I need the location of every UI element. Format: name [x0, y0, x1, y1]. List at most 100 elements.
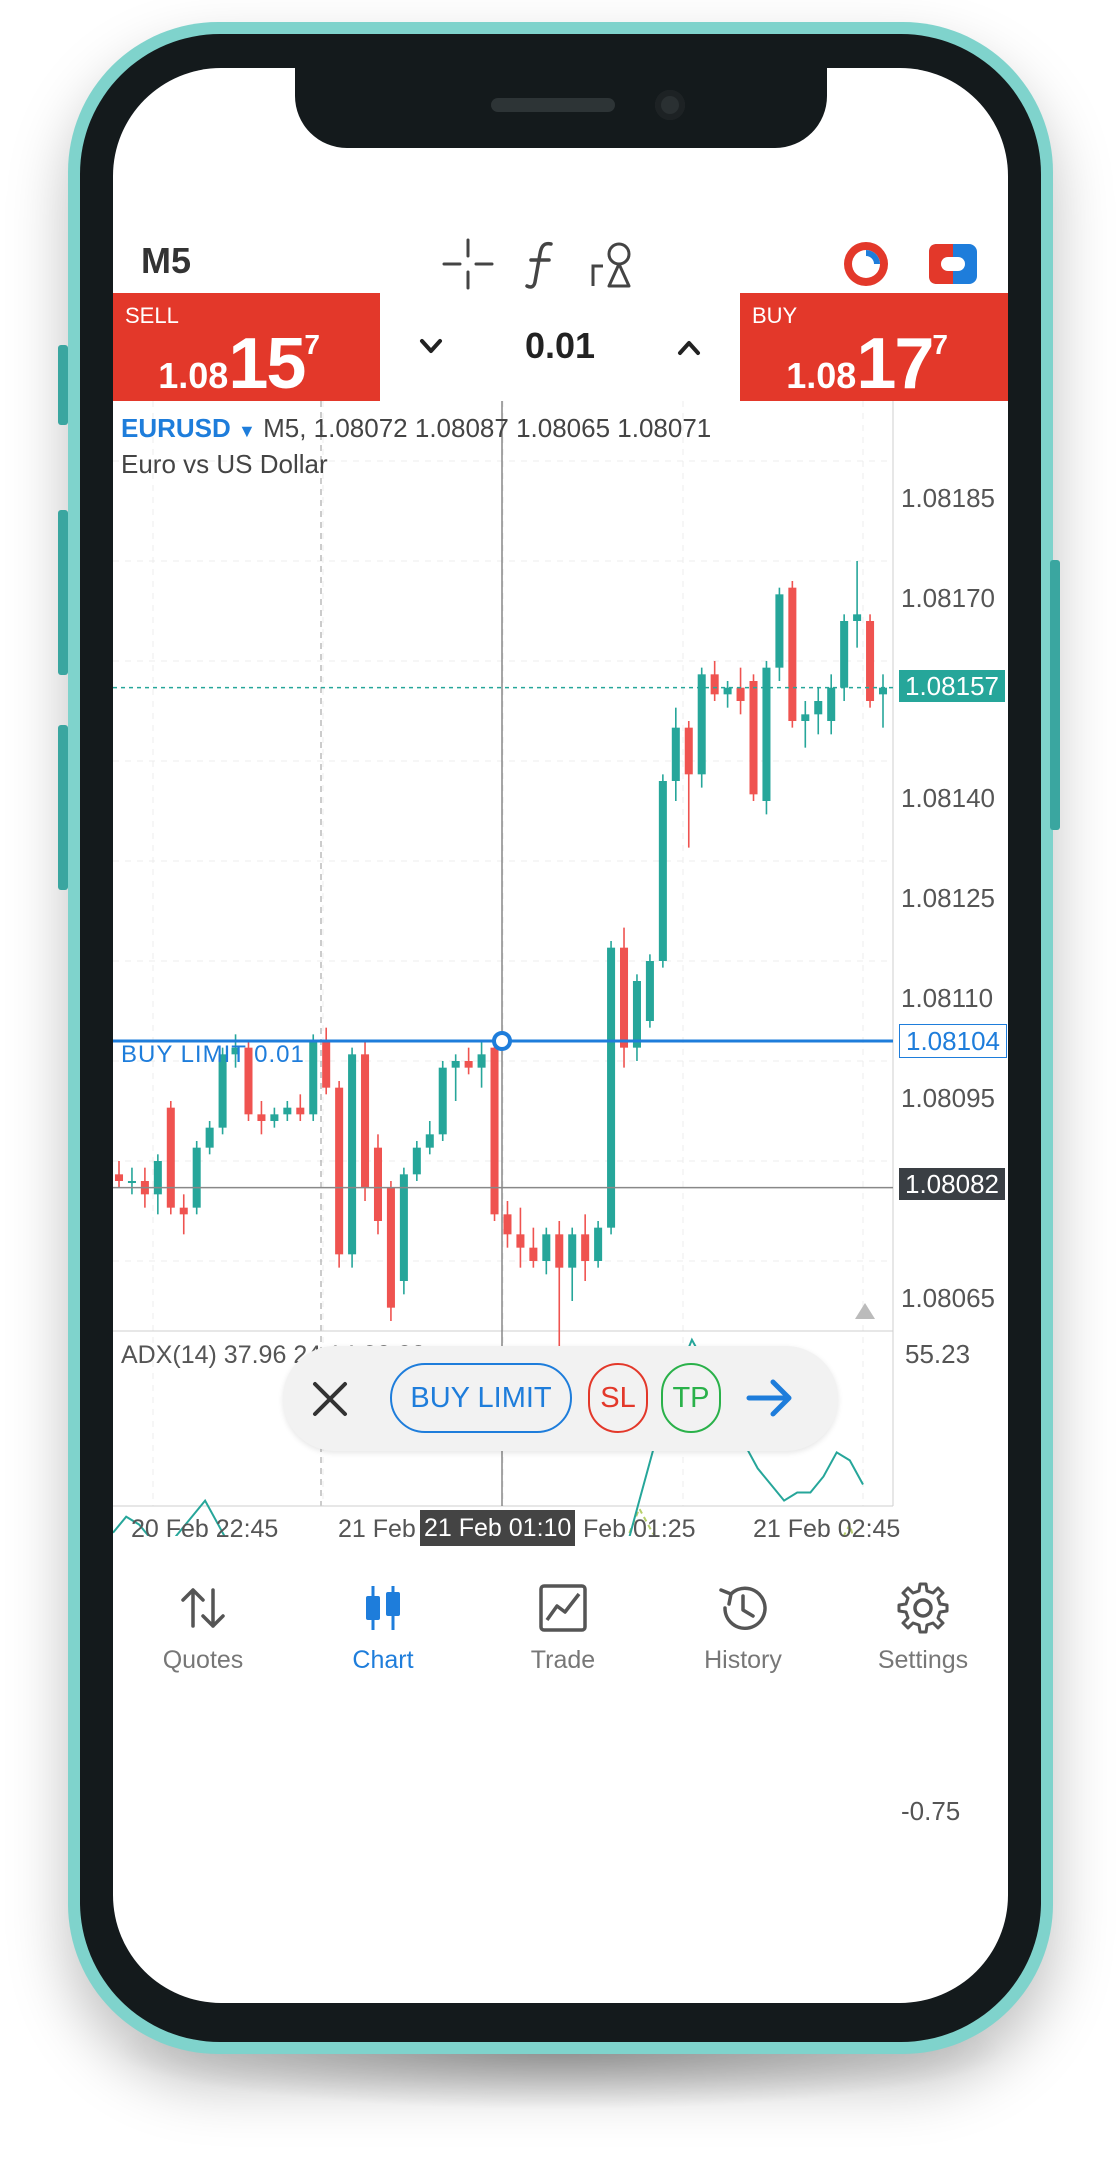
- tab-label: History: [704, 1646, 782, 1674]
- tab-chart[interactable]: Chart: [293, 1578, 473, 1675]
- candle-body: [697, 674, 706, 775]
- history-icon: [719, 1586, 767, 1630]
- candle-body: [477, 1054, 486, 1068]
- mute-switch: [58, 345, 68, 425]
- objects-icon[interactable]: [585, 234, 645, 294]
- take-profit-button[interactable]: TP: [661, 1363, 721, 1433]
- ohlc-info: M5, 1.08072 1.08087 1.08065 1.08071: [263, 413, 712, 443]
- candle-body: [555, 1234, 564, 1268]
- candle-body: [361, 1054, 370, 1188]
- tab-settings[interactable]: Settings: [833, 1578, 1008, 1675]
- candle-body: [244, 1047, 253, 1115]
- candle-body: [878, 687, 888, 695]
- symbol-dropdown-icon: ▼: [238, 421, 256, 441]
- candle-body: [127, 1181, 136, 1183]
- one-click-trading-icon[interactable]: [836, 234, 896, 294]
- notch: [295, 68, 827, 148]
- crosshair-time-tag: 21 Feb 01:10: [420, 1510, 576, 1546]
- lot-decrease-icon[interactable]: [418, 337, 444, 357]
- candle-body: [425, 1134, 434, 1148]
- sell-button[interactable]: SELL 1.08157: [113, 293, 380, 404]
- bottom-tab-bar: Quotes Chart Trade History: [113, 1578, 1008, 1708]
- crosshair-icon[interactable]: [438, 234, 498, 294]
- candle-body: [464, 1061, 473, 1068]
- candle-body: [516, 1234, 525, 1248]
- candle-body: [309, 1041, 318, 1115]
- close-icon[interactable]: [305, 1374, 355, 1424]
- buy-limit-handle[interactable]: [492, 1031, 512, 1051]
- candle-body: [736, 687, 745, 701]
- candle-body: [762, 667, 771, 801]
- candle-body: [283, 1107, 292, 1115]
- candle-body: [257, 1114, 266, 1121]
- lot-increase-icon[interactable]: [676, 337, 702, 357]
- candle-body: [412, 1147, 421, 1175]
- chart-candles-icon: [366, 1586, 400, 1630]
- candle-body: [348, 1054, 357, 1255]
- time-label: 21 Feb: [338, 1515, 416, 1543]
- buy-limit-button[interactable]: BUY LIMIT: [390, 1363, 572, 1433]
- buy-limit-price-tag[interactable]: 1.08104: [899, 1024, 1007, 1058]
- price-chart[interactable]: EURUSD ▼ M5, 1.08072 1.08087 1.08065 1.0…: [113, 401, 1008, 1826]
- candle-body: [542, 1234, 551, 1261]
- tab-label: Trade: [530, 1646, 596, 1674]
- front-camera: [655, 90, 685, 120]
- buy-limit-line-label[interactable]: BUY LIMIT 0.01: [121, 1041, 305, 1068]
- tab-trade[interactable]: Trade: [473, 1578, 653, 1675]
- candle-body: [399, 1174, 408, 1281]
- price-label: 1.08065: [901, 1283, 995, 1313]
- candle-body: [114, 1174, 124, 1181]
- timeframe-button[interactable]: M5: [141, 240, 192, 281]
- price-label: 1.08095: [901, 1083, 995, 1113]
- candle-body: [386, 1187, 395, 1308]
- trade-toggle-icon[interactable]: [923, 234, 983, 294]
- candle-body: [594, 1227, 603, 1261]
- crosshair-price-tag: 1.08082: [899, 1168, 1005, 1200]
- volume-down-button: [58, 725, 68, 890]
- tab-quotes[interactable]: Quotes: [113, 1578, 293, 1675]
- volume-up-button: [58, 510, 68, 675]
- candle-body: [270, 1114, 279, 1121]
- candle-body: [788, 587, 797, 721]
- chart-shift-marker: [855, 1303, 875, 1319]
- candle-body: [438, 1067, 447, 1135]
- symbol-description: Euro vs US Dollar: [121, 449, 328, 479]
- power-button: [1050, 560, 1060, 830]
- time-label: 21 Feb 02:45: [753, 1515, 901, 1543]
- candle-body: [153, 1161, 162, 1195]
- candle-body: [179, 1207, 188, 1215]
- candle-body: [231, 1047, 240, 1055]
- buy-price: 1.08177: [786, 324, 948, 404]
- stop-loss-button[interactable]: SL: [588, 1363, 648, 1433]
- price-label: 1.08185: [901, 483, 995, 513]
- symbol-info: EURUSD ▼ M5, 1.08072 1.08087 1.08065 1.0…: [121, 413, 711, 444]
- pending-order-bar: BUY LIMIT SL TP: [283, 1346, 838, 1451]
- speaker: [491, 98, 615, 112]
- current-price-tag: 1.08157: [899, 670, 1005, 702]
- candle-body: [840, 621, 849, 688]
- app-screen: M5 SELL 1.0815: [113, 68, 1008, 2003]
- candle-body: [814, 701, 823, 715]
- arrow-right-icon[interactable]: [745, 1376, 795, 1420]
- candle-body: [373, 1147, 382, 1221]
- candle-body: [749, 681, 758, 795]
- candle-body: [451, 1061, 460, 1068]
- price-label: 1.08110: [901, 983, 994, 1013]
- candle-body: [335, 1087, 344, 1255]
- candle-body: [322, 1041, 331, 1088]
- candle-body: [296, 1107, 305, 1115]
- candle-body: [490, 1047, 499, 1215]
- candle-body: [866, 621, 875, 701]
- indicators-icon[interactable]: [513, 234, 573, 294]
- price-label: 1.08140: [901, 783, 995, 813]
- candle-body: [723, 687, 732, 695]
- lot-value[interactable]: 0.01: [524, 325, 596, 366]
- candle-body: [192, 1147, 201, 1208]
- tab-history[interactable]: History: [653, 1578, 833, 1675]
- price-label: 1.08125: [901, 883, 995, 913]
- buy-button[interactable]: BUY 1.08177: [740, 293, 1008, 404]
- adx-max-label: 55.23: [905, 1339, 971, 1369]
- time-label: 20 Feb 22:45: [131, 1515, 279, 1543]
- candle-body: [827, 687, 836, 721]
- candle-body: [166, 1107, 175, 1208]
